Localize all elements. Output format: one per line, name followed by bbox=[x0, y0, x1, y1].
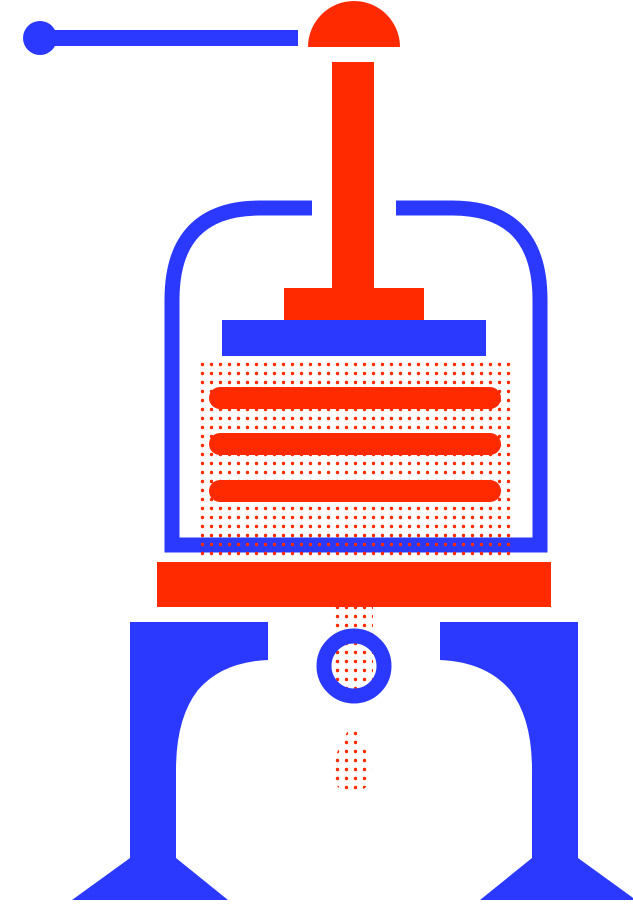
pressed-layers-icon bbox=[209, 387, 501, 502]
upper-plate bbox=[284, 288, 424, 322]
handle-lever-icon bbox=[23, 21, 298, 55]
press-plates-icon bbox=[222, 320, 486, 356]
dome-cap-icon bbox=[308, 1, 400, 48]
base-tray-icon bbox=[157, 562, 551, 607]
stand-legs-icon bbox=[72, 622, 633, 900]
dotted-drop-icon bbox=[332, 722, 372, 792]
spout-ring-icon bbox=[316, 628, 392, 704]
screw-column-icon bbox=[332, 62, 374, 290]
